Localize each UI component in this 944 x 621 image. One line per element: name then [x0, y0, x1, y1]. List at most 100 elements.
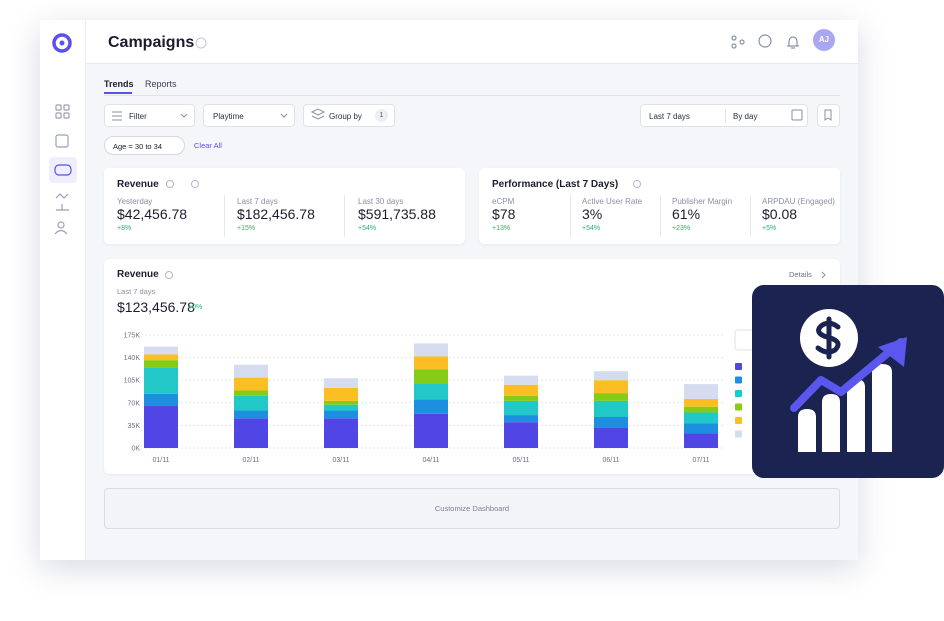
group-by-label: Group by [329, 112, 362, 121]
arrow-head [878, 337, 907, 367]
bar-segment [414, 399, 448, 414]
bar-segment [324, 410, 358, 419]
avatar[interactable] [813, 29, 835, 51]
metric-label: Last 7 days [237, 197, 278, 206]
date-range: Last 7 days [649, 112, 690, 121]
filter-label: Filter [129, 112, 147, 121]
legend-swatch [735, 390, 742, 397]
page-title: Campaigns [108, 34, 195, 51]
metric-value: $591,735.88 [358, 206, 436, 222]
bar-segment [144, 346, 178, 355]
metric-value: $42,456.78 [117, 206, 188, 222]
bar-segment [144, 367, 178, 394]
calendar-icon [791, 109, 803, 121]
group-by-button[interactable]: Group by [303, 104, 395, 127]
bar-segment [324, 378, 358, 388]
growth-arrow [790, 338, 905, 412]
divider [224, 195, 225, 237]
bookmark-button[interactable] [817, 104, 840, 127]
chart-change: +0% [188, 304, 203, 311]
help-icon[interactable] [758, 34, 772, 48]
share-icon[interactable] [731, 35, 737, 41]
metric-label: Active User Rate [582, 197, 643, 206]
bar-segment [414, 383, 448, 400]
tab[interactable]: Trends [104, 79, 134, 89]
metric: Publisher Margin 61% +23% [672, 197, 732, 232]
metric: Active User Rate 3% +54% [582, 197, 642, 232]
customize-button[interactable]: Customize Dashboard [104, 488, 840, 529]
bar-segment [504, 415, 538, 423]
info-icon [166, 180, 174, 188]
date-divider [725, 109, 726, 123]
filter-button[interactable]: Filter [104, 104, 195, 127]
bar-segment [234, 390, 268, 396]
logo [52, 33, 72, 53]
playtime-select[interactable]: Playtime [203, 104, 295, 127]
metric-change: +23% [672, 225, 691, 232]
chart-period: Last 7 days [117, 287, 156, 296]
bar-segment [504, 375, 538, 385]
y-tick-label: 0K [131, 446, 140, 453]
bar-segment [234, 395, 268, 411]
info-icon[interactable] [195, 37, 207, 49]
performance-card: Performance (Last 7 Days) eCPM $78 +13% Ac… [479, 168, 840, 244]
card-title: Performance (Last 7 Days) [492, 179, 619, 190]
filter-chip[interactable]: Age = 30 to 34 [104, 136, 185, 155]
bar-segment [594, 393, 628, 401]
metric-label: eCPM [492, 197, 515, 206]
divider [750, 195, 751, 237]
icon-users[interactable] [57, 221, 65, 229]
y-tick-label: 175K [124, 333, 141, 340]
info-icon [633, 180, 641, 188]
x-tick-label: 02/11 [243, 457, 260, 464]
bar-segment [504, 422, 538, 448]
tab-underline [104, 92, 132, 94]
icon-grid[interactable] [55, 104, 62, 111]
chip-label: Age = 30 to 34 [113, 142, 162, 151]
metric-change: +54% [358, 225, 377, 232]
info-icon [191, 180, 199, 188]
bar-segment [594, 427, 628, 448]
clear-all[interactable]: Clear All [194, 141, 222, 150]
promo-icon [752, 285, 944, 478]
bar-segment [414, 356, 448, 370]
revenue-card: Revenue Yesterday $42,456.78 +8% Last 7 da… [104, 168, 465, 244]
dollar-glyph [815, 316, 841, 360]
card-title: Revenue [117, 179, 159, 190]
metric-value: $182,456.78 [237, 206, 315, 222]
chart-title: Revenue [117, 269, 159, 280]
metric-label: Last 30 days [358, 197, 404, 206]
tab[interactable]: Reports [145, 79, 177, 89]
bar-segment [144, 360, 178, 368]
metric-value: 3% [582, 206, 603, 222]
bar-segment [684, 384, 718, 399]
bar-segment [144, 393, 178, 407]
metric: Last 7 days $182,456.78 +15% [237, 197, 315, 232]
metric-label: Publisher Margin [672, 197, 733, 206]
metric-value: 61% [672, 206, 701, 222]
icon-campaign[interactable] [55, 193, 69, 211]
customize-label: Customize Dashboard [434, 504, 510, 513]
metric: Last 30 days $591,735.88 +54% [358, 197, 436, 232]
details-link[interactable]: Details [789, 270, 812, 279]
bar-segment [504, 400, 538, 416]
growth-bars [798, 364, 892, 452]
details-chevron [821, 271, 826, 279]
bar-segment [324, 400, 358, 405]
bar-segment [234, 410, 268, 419]
bar-segment [594, 380, 628, 394]
nav-active[interactable] [49, 157, 77, 183]
bar-segment [504, 384, 538, 396]
info-icon [165, 271, 173, 279]
sidebar-icons [49, 33, 77, 235]
date-picker[interactable]: Last 7 days By day [640, 104, 808, 127]
avatar-initials: AJ [818, 35, 830, 44]
bar-segment [684, 398, 718, 407]
header: Campaigns AJ [86, 20, 858, 64]
bell-icon[interactable] [787, 36, 799, 49]
y-tick-label: 140K [124, 355, 141, 362]
icon-reports[interactable] [55, 134, 69, 148]
bar-segment [594, 371, 628, 381]
